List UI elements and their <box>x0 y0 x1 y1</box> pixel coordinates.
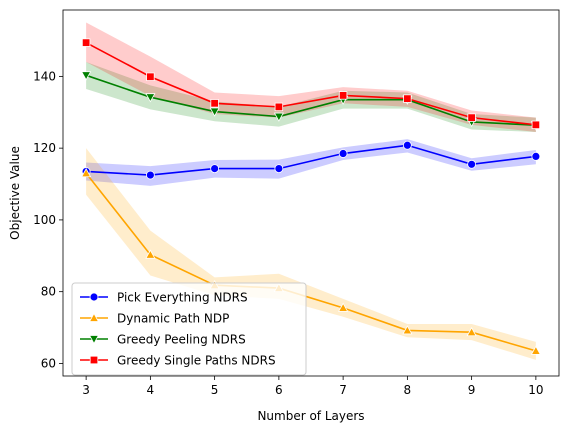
greedy-single-paths-ndrs-point <box>532 121 540 129</box>
legend-label: Greedy Peeling NDRS <box>117 333 246 347</box>
legend-label: Pick Everything NDRS <box>117 291 248 305</box>
legend-label: Dynamic Path NDP <box>117 312 229 326</box>
greedy-single-paths-ndrs-point <box>275 103 283 111</box>
x-tick-label: 6 <box>275 383 283 397</box>
y-tick-label: 60 <box>41 356 56 370</box>
legend-marker-swatch <box>90 293 98 301</box>
x-axis-label: Number of Layers <box>257 409 364 423</box>
greedy-single-paths-ndrs-point <box>211 99 219 107</box>
greedy-single-paths-ndrs-point <box>468 114 476 122</box>
x-axis-ticks: 3 4 5 6 7 8 9 10 <box>82 376 543 397</box>
greedy-single-paths-ndrs-point <box>82 39 90 47</box>
pick-everything-ndrs-point <box>339 150 347 158</box>
pick-everything-ndrs-point <box>468 160 476 168</box>
legend: Pick Everything NDRS Dynamic Path NDP Gree… <box>72 283 306 375</box>
pick-everything-ndrs-point <box>532 152 540 160</box>
legend-label: Greedy Single Paths NDRS <box>117 354 276 368</box>
y-tick-label: 100 <box>33 213 56 227</box>
x-tick-label: 3 <box>82 383 90 397</box>
x-tick-label: 4 <box>147 383 155 397</box>
x-tick-label: 9 <box>468 383 476 397</box>
greedy-single-paths-ndrs-point <box>339 92 347 100</box>
x-tick-label: 5 <box>211 383 219 397</box>
y-tick-label: 140 <box>33 69 56 83</box>
legend-marker-swatch <box>90 356 98 364</box>
x-tick-label: 10 <box>528 383 543 397</box>
greedy-single-paths-ndrs-point <box>147 73 155 81</box>
x-tick-label: 7 <box>339 383 347 397</box>
pick-everything-ndrs-point <box>211 165 219 173</box>
y-tick-label: 80 <box>41 285 56 299</box>
y-axis-ticks: 60 80 100 120 140 <box>33 69 63 370</box>
pick-everything-ndrs-point <box>146 171 154 179</box>
pick-everything-ndrs-point <box>275 165 283 173</box>
y-tick-label: 120 <box>33 141 56 155</box>
x-tick-label: 8 <box>404 383 412 397</box>
y-axis-label: Objective Value <box>8 146 22 240</box>
greedy-single-paths-ndrs-point <box>404 95 412 103</box>
pick-everything-ndrs-point <box>403 141 411 149</box>
